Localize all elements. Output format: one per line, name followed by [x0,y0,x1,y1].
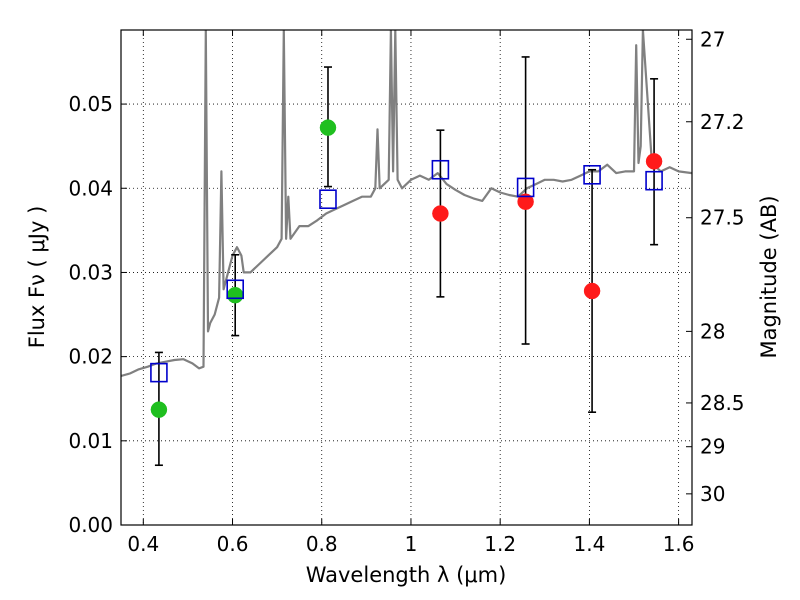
x-tick-label: 0.6 [217,532,249,556]
y-tick-label: 0.05 [68,92,113,116]
x-tick-label: 0.8 [306,532,338,556]
y-tick-label: 0.03 [68,260,113,284]
y-tick-label: 0.01 [68,429,113,453]
sed-chart: 0.4 0.6 0.8 1 1.2 1.4 1.6 0.00 0.01 0.02 0.03 0.04 0… [0,0,800,600]
y-tick-label: 0.04 [68,176,113,200]
green-circle-marker [151,402,167,418]
red-circle-marker [646,153,662,169]
y-axis-label: Flux Fν ( μJy ) [25,206,49,349]
right-tick-label: 28 [700,319,725,343]
right-tick-label: 28.5 [700,391,745,415]
right-tick-label: 29 [700,435,725,459]
x-tick-label: 1 [405,532,418,556]
right-tick-label: 27.2 [700,110,745,134]
right-tick-label: 30 [700,482,725,506]
green-circle-marker [227,287,243,303]
y-tick-label: 0.02 [68,345,113,369]
y-tick-label: 0.00 [68,513,113,537]
right-tick-label: 27.5 [700,206,745,230]
right-axis-label: Magnitude (AB) [757,195,781,358]
right-tick-label: 27 [700,27,725,51]
x-tick-label: 1.2 [484,532,516,556]
red-circle-marker [584,283,600,299]
x-axis-label: Wavelength λ (μm) [306,563,507,587]
green-circle-marker [320,120,336,136]
x-tick-label: 1.6 [663,532,695,556]
x-tick-label: 0.4 [127,532,159,556]
x-tick-label: 1.4 [573,532,605,556]
red-circle-marker [432,206,448,222]
